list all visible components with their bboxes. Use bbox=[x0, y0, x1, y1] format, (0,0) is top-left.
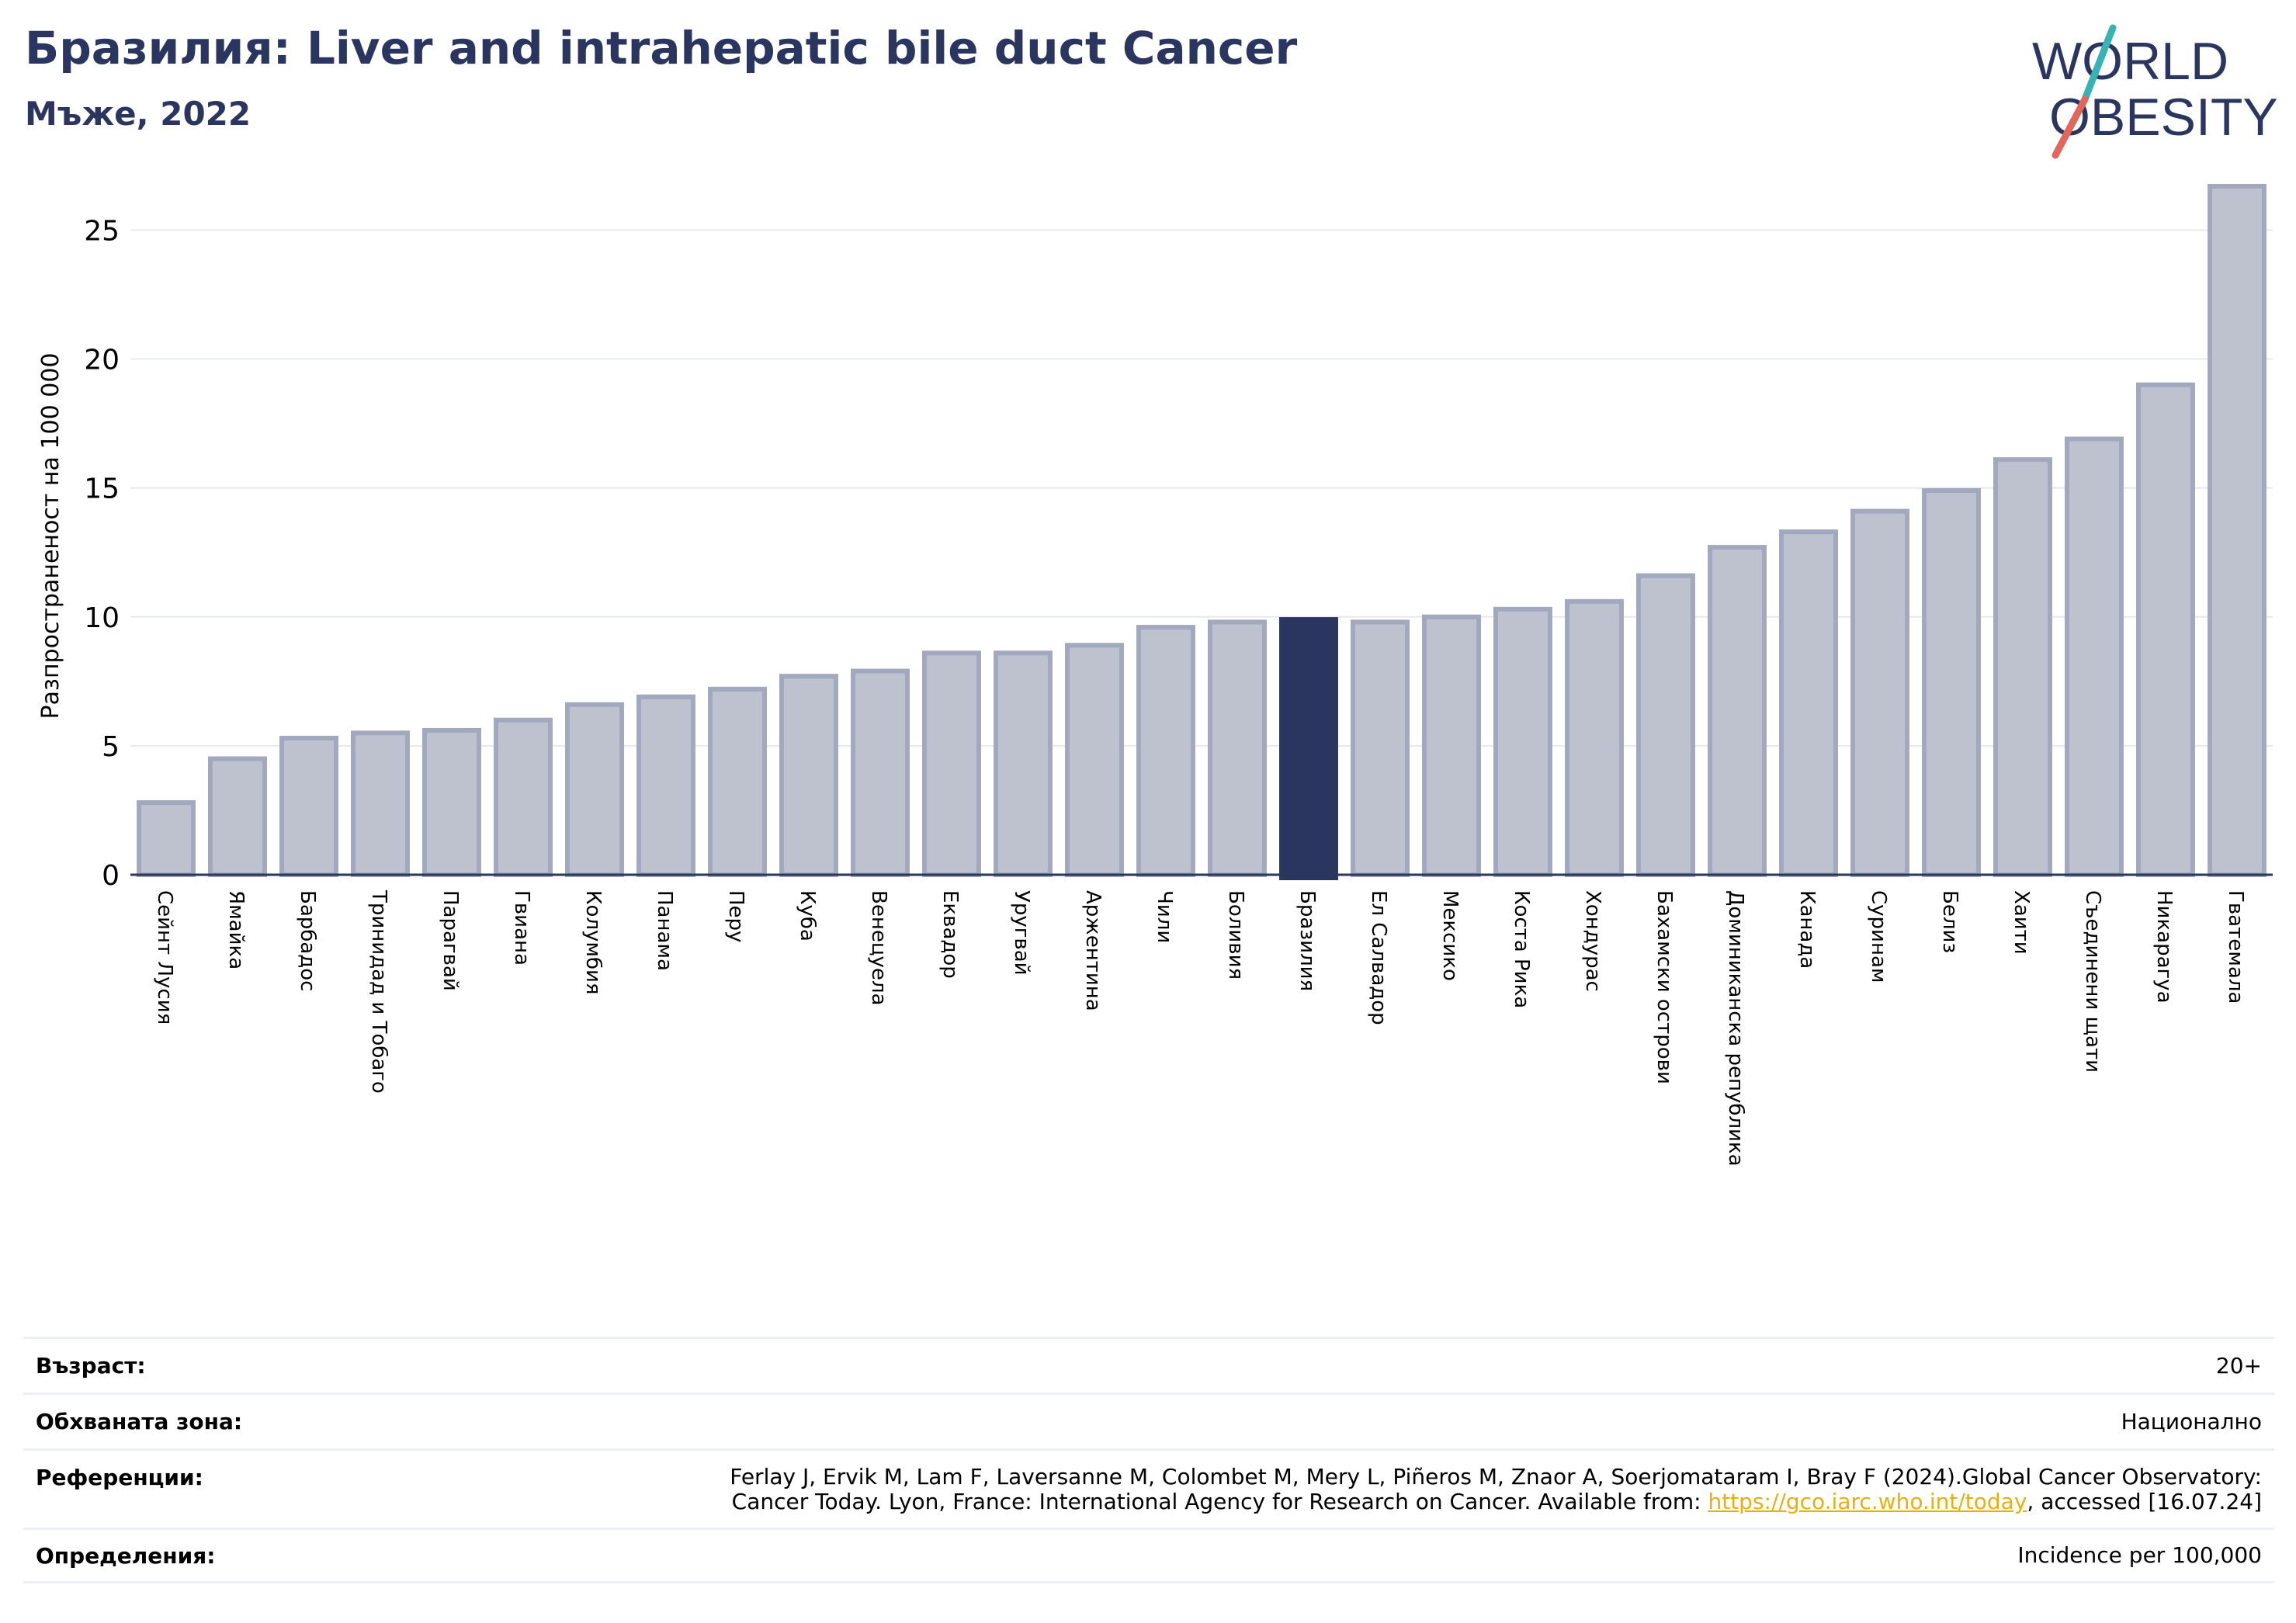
bar-25 bbox=[1850, 508, 1909, 877]
grid-lines bbox=[130, 229, 2273, 747]
x-tick-label: Куба bbox=[796, 890, 819, 942]
x-tick-label: Колумбия bbox=[581, 890, 605, 995]
logo-slash-top bbox=[2081, 24, 2117, 103]
x-tick-label: Суринам bbox=[1867, 890, 1890, 983]
x-tick-label: Ел Салвадор bbox=[1367, 890, 1390, 1025]
bar-13 bbox=[994, 650, 1053, 877]
x-tick-label: Гвиана bbox=[510, 890, 533, 966]
references-label: Референции: bbox=[36, 1465, 203, 1490]
bars bbox=[137, 183, 2267, 880]
chart-title: Бразилия: Liver and intrahepatic bile du… bbox=[25, 22, 1298, 75]
x-tick-label: Никарагуа bbox=[2152, 890, 2176, 1004]
x-tick-label: Съединени щати bbox=[2081, 890, 2104, 1073]
x-tick-label: Бразилия bbox=[1295, 890, 1319, 991]
bar-16 bbox=[1208, 619, 1267, 878]
y-tick-label: 0 bbox=[102, 860, 120, 892]
bar-9 bbox=[708, 686, 767, 877]
x-tick-label: Ямайка bbox=[224, 890, 248, 969]
x-tick-label: Сейнт Лусия bbox=[153, 890, 176, 1025]
bar-4 bbox=[351, 730, 410, 877]
bar-21 bbox=[1565, 598, 1624, 877]
x-tick-label: Аржентина bbox=[1081, 890, 1105, 1011]
x-tick-label: Канада bbox=[1795, 890, 1819, 969]
metadata-table: Възраст: 20+ Обхваната зона: Национално … bbox=[23, 1337, 2274, 1583]
x-tick-label: Парагвай bbox=[439, 890, 462, 991]
x-tick-label: Еквадор bbox=[938, 890, 962, 979]
bar-15 bbox=[1136, 625, 1195, 877]
bar-28 bbox=[2065, 436, 2124, 877]
x-tick-label: Хондурас bbox=[1581, 890, 1604, 992]
bar-7 bbox=[565, 702, 624, 877]
bar-29 bbox=[2136, 382, 2195, 877]
bar-3 bbox=[279, 735, 338, 878]
bar-2 bbox=[208, 756, 267, 877]
y-tick-label: 20 bbox=[84, 345, 120, 376]
bar-22 bbox=[1636, 573, 1695, 877]
x-tick-label: Гватемала bbox=[2224, 890, 2247, 1004]
bar-chart: 0 5 10 15 20 25 Сейнт Лусия Ямайка Барбадос Трин… bbox=[37, 183, 2273, 1167]
bar-17 bbox=[1279, 617, 1338, 880]
x-tick-label: Мексико bbox=[1438, 890, 1462, 981]
bar-23 bbox=[1708, 545, 1767, 877]
bar-12 bbox=[922, 650, 981, 877]
y-axis-ticks: 0 5 10 15 20 25 bbox=[84, 215, 120, 892]
chart-subtitle: Мъже, 2022 bbox=[25, 95, 251, 133]
bar-14 bbox=[1065, 643, 1124, 877]
x-tick-label: Барбадос bbox=[296, 890, 319, 991]
y-tick-label: 15 bbox=[84, 473, 120, 505]
bar-11 bbox=[851, 668, 910, 877]
x-tick-label: Перу bbox=[724, 890, 747, 942]
definitions-value: Incidence per 100,000 bbox=[2017, 1542, 2262, 1568]
bar-20 bbox=[1493, 606, 1552, 877]
meta-row-area: Обхваната зона: Национално bbox=[23, 1392, 2274, 1448]
x-tick-label: Чили bbox=[1153, 890, 1176, 943]
meta-row-references: Референции: Ferlay J, Ervik M, Lam F, La… bbox=[23, 1448, 2274, 1528]
logo-slash-bottom bbox=[2051, 95, 2089, 159]
bar-24 bbox=[1779, 529, 1838, 878]
world-obesity-logo: WORLD OBESITY bbox=[2032, 24, 2278, 159]
x-axis-ticks: Сейнт Лусия Ямайка Барбадос Тринидад и Тоба… bbox=[153, 890, 2247, 1167]
x-tick-label: Венецуела bbox=[867, 890, 890, 1005]
age-value: 20+ bbox=[2215, 1352, 2262, 1379]
x-tick-label: Тринидад и Тобаго bbox=[367, 890, 390, 1094]
bar-27 bbox=[1993, 457, 2052, 877]
meta-row-age: Възраст: 20+ bbox=[23, 1337, 2274, 1392]
bar-10 bbox=[779, 674, 838, 878]
x-tick-label: Боливия bbox=[1224, 890, 1247, 980]
y-axis-label: Разпространеност на 100 000 bbox=[37, 353, 64, 720]
bar-19 bbox=[1422, 614, 1481, 877]
y-tick-label: 25 bbox=[84, 215, 120, 247]
bar-1 bbox=[137, 799, 196, 878]
definitions-label: Определения: bbox=[36, 1542, 216, 1569]
bar-30 bbox=[2208, 183, 2267, 877]
bar-6 bbox=[494, 717, 553, 878]
area-value: Национално bbox=[2121, 1408, 2262, 1434]
bar-8 bbox=[636, 694, 695, 877]
x-tick-label: Бахамски острови bbox=[1653, 890, 1676, 1084]
bar-26 bbox=[1922, 487, 1981, 877]
bar-18 bbox=[1351, 619, 1410, 878]
y-tick-label: 10 bbox=[84, 602, 120, 634]
references-line-2-suffix: , accessed [16.07.24] bbox=[2027, 1489, 2262, 1514]
logo-text-world: WORLD bbox=[2032, 32, 2228, 91]
x-tick-label: Панама bbox=[653, 890, 676, 971]
x-tick-label: Хаити bbox=[2010, 890, 2033, 955]
x-tick-label: Доминиканска република bbox=[1724, 890, 1747, 1167]
references-line-2-prefix: Cancer Today. Lyon, France: Internationa… bbox=[731, 1489, 1708, 1514]
meta-row-definitions: Определения: Incidence per 100,000 bbox=[23, 1528, 2274, 1583]
references-line-1: Ferlay J, Ervik M, Lam F, Laversanne M, … bbox=[730, 1464, 2262, 1489]
x-tick-label: Коста Рика bbox=[1510, 890, 1533, 1008]
x-tick-label: Белиз bbox=[1938, 890, 1961, 953]
x-tick-label: Уругвай bbox=[1010, 890, 1033, 976]
references-value: Ferlay J, Ervik M, Lam F, Laversanne M, … bbox=[730, 1465, 2262, 1514]
bar-5 bbox=[422, 727, 481, 878]
y-tick-label: 5 bbox=[102, 731, 120, 763]
references-link[interactable]: https://gco.iarc.who.int/today bbox=[1708, 1489, 2027, 1514]
area-label: Обхваната зона: bbox=[36, 1409, 243, 1434]
age-label: Възраст: bbox=[36, 1353, 146, 1379]
